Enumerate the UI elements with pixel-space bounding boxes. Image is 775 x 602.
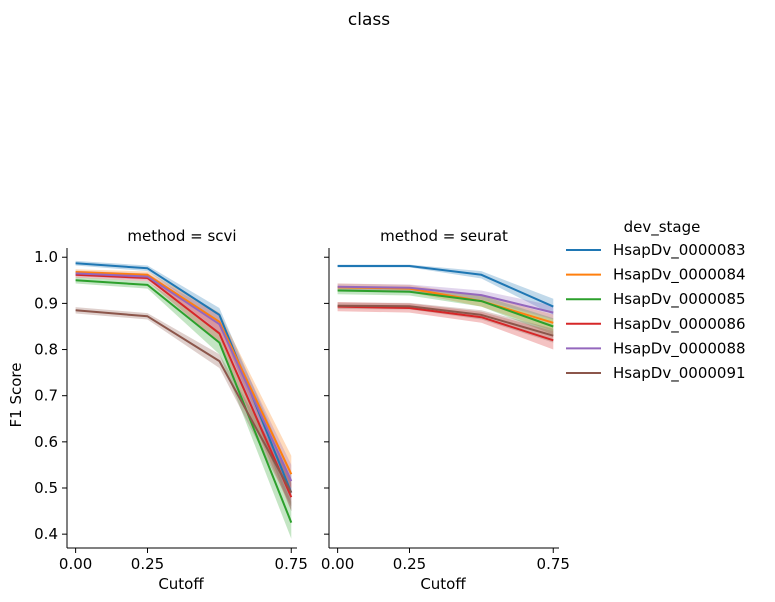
x-tick-label: 0.25 [393,555,426,573]
series-lines [75,262,293,523]
legend-label: HsapDv_0000083 [613,241,746,260]
series-line-HsapDv_0000084 [75,271,293,475]
x-tick-label: 0.75 [537,555,570,573]
x-tick-label: 0.25 [131,555,164,573]
x-axis-label: Cutoff [158,575,204,593]
series-line-HsapDv_0000086 [75,273,293,498]
ci-band-HsapDv_0000083 [337,264,554,315]
confidence-bands [75,260,292,539]
legend-item: HsapDv_0000083 [566,241,746,260]
legend-item: HsapDv_0000088 [566,339,746,358]
panel-title-scvi: method = scvi [127,227,236,245]
legend-label: HsapDv_0000091 [613,364,746,383]
y-tick-label: 0.8 [34,341,58,359]
legend-label: HsapDv_0000086 [613,315,746,334]
y-tick-label: 0.6 [34,433,58,451]
series-line-HsapDv_0000088 [75,272,293,482]
x-tick-label: 0.00 [321,555,354,573]
axes: 0.4 0.5 0.6 0.7 0.8 0.9 1.0 0.00 0.25 0.75 [34,248,308,573]
legend: dev_stage HsapDv_0000083 HsapDv_0000084 Hs… [566,218,746,383]
ci-band-HsapDv_0000085 [75,277,292,539]
panel-title-seurat: method = seurat [380,227,508,245]
legend-item: HsapDv_0000091 [566,364,746,383]
ci-band-HsapDv_0000091 [75,307,292,507]
series-line-HsapDv_0000085 [337,289,554,328]
series-line-HsapDv_0000088 [337,285,554,314]
y-tick-label: 0.4 [34,525,58,543]
x-tick-label: 0.75 [275,555,308,573]
x-axis-label: Cutoff [420,575,466,593]
y-tick-label: 0.7 [34,387,58,405]
series-line-HsapDv_0000091 [75,309,293,494]
axes: 0.00 0.25 0.75 [321,248,570,573]
y-tick-label: 0.5 [34,479,58,497]
legend-label: HsapDv_0000088 [613,339,746,358]
y-tick-label: 0.9 [34,294,58,312]
ci-band-HsapDv_0000086 [75,272,292,512]
legend-item: HsapDv_0000084 [566,266,746,285]
series-line-HsapDv_0000083 [337,265,554,308]
panel-scvi: method = scvi 0.40.50.60.70.80.91.00.00 0… [34,227,308,593]
panel-seurat: method = seurat 0.00 0.25 0.75 Cutoff [321,227,570,593]
x-tick-label: 0.00 [59,555,92,573]
legend-label: HsapDv_0000085 [613,290,746,309]
series-lines [337,265,554,342]
y-axis-label: F1 Score [7,363,25,428]
legend-label: HsapDv_0000084 [613,266,746,285]
legend-title: dev_stage [624,218,701,237]
series-line-HsapDv_0000091 [337,304,554,337]
chart-title: class [348,10,390,30]
legend-item: HsapDv_0000085 [566,290,746,309]
ci-band-HsapDv_0000084 [75,269,292,488]
series-line-HsapDv_0000086 [337,305,554,342]
y-tick-label: 1.0 [34,248,58,266]
legend-item: HsapDv_0000086 [566,315,746,334]
series-line-HsapDv_0000085 [75,279,293,523]
